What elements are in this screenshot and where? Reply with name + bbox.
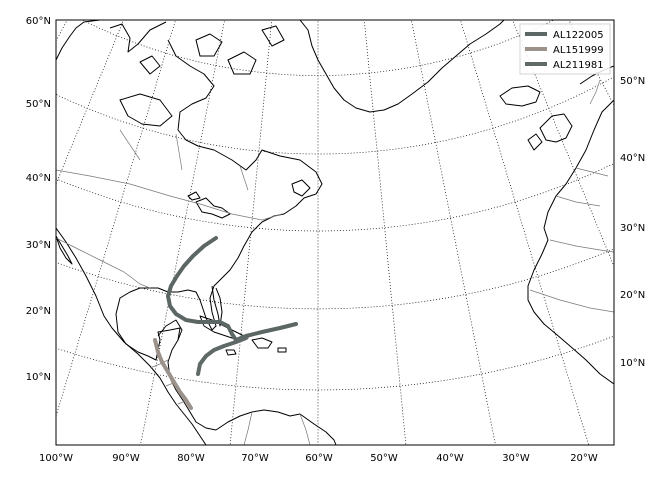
legend: AL122005 AL151999 AL211981 (520, 24, 610, 74)
coastlines (56, 20, 614, 445)
map-frame (56, 20, 614, 445)
south-america-borders (244, 412, 310, 445)
us-mexico-border (56, 238, 150, 288)
legend-label: AL122005 (553, 30, 604, 41)
bottom-longitude-labels: 100°W 90°W 80°W 70°W 60°W 50°W 40°W 30°W… (39, 453, 598, 464)
track-al151999 (155, 340, 191, 408)
arctic-island-3 (228, 52, 256, 74)
baja-california (56, 236, 72, 264)
lat-label-right: 20°N (620, 290, 645, 301)
iceland (500, 86, 540, 106)
lat-label-right: 30°N (620, 223, 645, 234)
country-borders (56, 80, 614, 445)
british-isles (540, 114, 572, 142)
track-al211981 (198, 338, 246, 374)
lat-label-right: 10°N (620, 358, 645, 369)
arctic-island-1 (140, 56, 160, 74)
meridian-line (349, 0, 507, 479)
lon-label: 50°W (370, 453, 398, 464)
meridian-line (334, 0, 414, 479)
lat-label-right: 50°N (620, 76, 645, 87)
lat-label-left: 60°N (26, 16, 51, 27)
hispaniola (252, 338, 272, 348)
us-canada-border (56, 170, 282, 220)
left-latitude-labels: 60°N 50°N 40°N 30°N 20°N 10°N (26, 16, 51, 383)
legend-label: AL211981 (553, 60, 604, 71)
lon-label: 30°W (502, 453, 530, 464)
legend-label: AL151999 (553, 45, 604, 56)
arctic-island-2 (196, 34, 222, 56)
lon-label: 80°W (177, 453, 205, 464)
europe-borders (530, 80, 614, 312)
lat-label-left: 50°N (26, 99, 51, 110)
north-america-coast (56, 20, 322, 430)
arctic-island-4 (262, 26, 284, 46)
lon-label: 90°W (112, 453, 140, 464)
track-al122005 (168, 238, 296, 340)
lat-label-left: 30°N (26, 240, 51, 251)
lon-label: 70°W (241, 453, 269, 464)
lat-label-left: 20°N (26, 306, 51, 317)
jamaica (226, 350, 236, 355)
lake-superior (188, 192, 200, 200)
hudson-bay (120, 94, 172, 126)
lat-label-left: 10°N (26, 372, 51, 383)
lon-label: 20°W (570, 453, 598, 464)
pacific-coast (56, 228, 206, 445)
parallel-line (0, 138, 655, 309)
lon-label: 60°W (305, 453, 333, 464)
meridian-line (0, 0, 243, 409)
lon-label: 100°W (39, 453, 73, 464)
ireland (528, 134, 542, 150)
meridian-line (36, 0, 271, 479)
newfoundland (292, 180, 310, 196)
lat-label-left: 40°N (26, 173, 51, 184)
greenland (300, 20, 504, 112)
lat-label-right: 40°N (620, 153, 645, 164)
parallel-line (0, 201, 655, 390)
lon-label: 40°W (436, 453, 464, 464)
puerto-rico (278, 348, 286, 352)
meridian-line (223, 0, 302, 479)
right-latitude-labels: 50°N 40°N 30°N 20°N 10°N (620, 76, 645, 369)
